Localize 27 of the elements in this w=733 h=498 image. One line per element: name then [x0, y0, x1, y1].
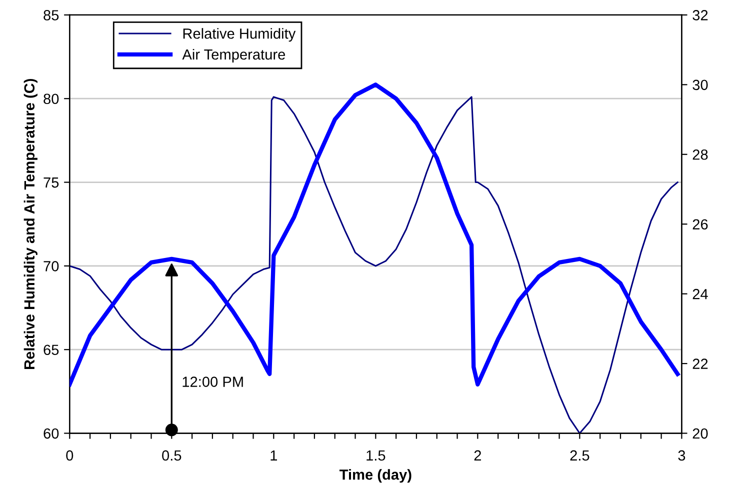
- y-tick-label: 75: [44, 178, 59, 188]
- x-tick-label: 0: [66, 450, 74, 461]
- legend-label: Air Temperature: [182, 48, 286, 63]
- x-tick-label: 0.5: [162, 450, 182, 461]
- line-series: [70, 82, 680, 387]
- y2-tick-label: 22: [692, 358, 708, 369]
- y-axis-title: Relative Humidity and Air Temperature (C): [24, 78, 38, 369]
- y-tick-label: 85: [44, 10, 59, 20]
- y2-tick-label: 30: [692, 80, 708, 90]
- line-series: [70, 96, 678, 434]
- x-tick-label: 2: [474, 450, 481, 460]
- y2-tick-label: 28: [692, 149, 708, 160]
- x-tick-label: 1: [270, 450, 277, 460]
- y-tick-label: 65: [44, 344, 59, 356]
- y2-tick-label: 32: [692, 10, 708, 20]
- y2-tick-label: 24: [692, 288, 708, 300]
- legend-label: Relative Humidity: [183, 28, 296, 42]
- x-tick-label: 2.5: [570, 450, 590, 461]
- x-tick-label: 1.5: [366, 450, 386, 461]
- y-tick-label: 80: [44, 94, 59, 104]
- y-tick-label: 70: [44, 261, 59, 272]
- y-tick-label: 60: [44, 428, 59, 439]
- y2-tick-label: 26: [692, 219, 708, 230]
- x-axis-title: Time (day): [339, 469, 412, 483]
- x-tick-label: 3: [678, 450, 686, 461]
- annotation: 12:00 PM: [182, 376, 243, 387]
- y2-tick-label: 20: [692, 428, 708, 439]
